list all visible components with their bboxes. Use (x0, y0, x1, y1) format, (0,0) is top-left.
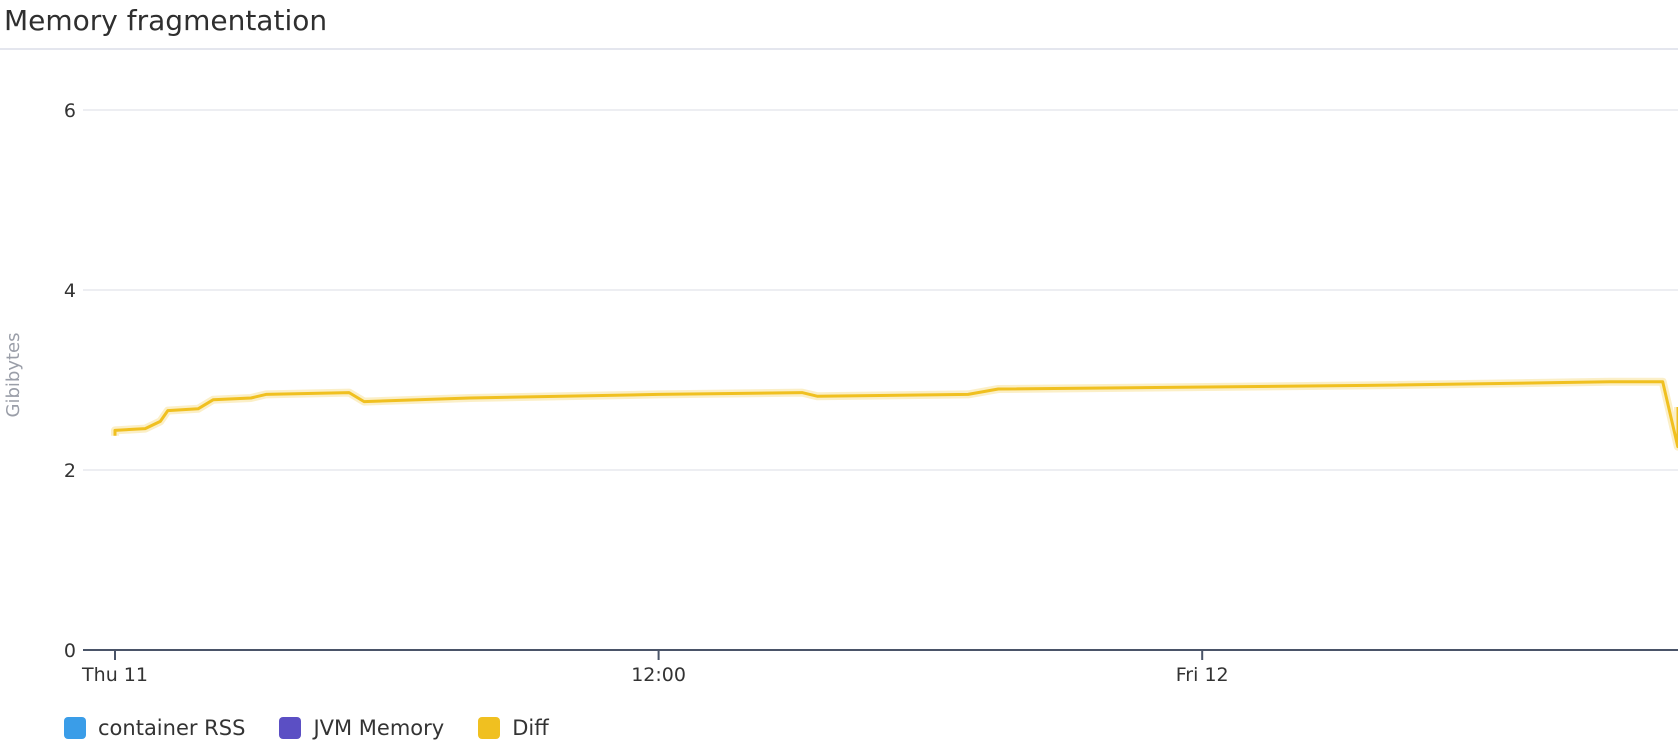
legend-item-jvm-memory[interactable]: JVM Memory (279, 716, 444, 740)
legend-item-container-rss[interactable]: container RSS (64, 716, 245, 740)
panel-header: Memory fragmentation (0, 0, 1678, 50)
legend: container RSS JVM Memory Diff (64, 712, 549, 744)
x-tick-label: 12:00 (631, 664, 686, 686)
legend-swatch-container-rss (64, 717, 86, 739)
legend-label-jvm-memory: JVM Memory (313, 716, 445, 740)
y-tick-label: 2 (64, 460, 76, 482)
x-tick-label: Fri 12 (1176, 664, 1229, 686)
y-tick-label: 6 (64, 100, 76, 122)
legend-label-diff: Diff (512, 716, 549, 740)
legend-swatch-jvm-memory (279, 717, 302, 739)
legend-swatch-diff (478, 717, 501, 739)
y-axis-label: Gibibytes (3, 333, 24, 418)
x-tick-label: Thu 11 (81, 664, 148, 686)
panel-title: Memory fragmentation (4, 4, 328, 37)
series-line-diff (113, 380, 1678, 449)
y-tick-label: 0 (64, 640, 76, 662)
legend-label-container-rss: container RSS (98, 716, 246, 740)
legend-item-diff[interactable]: Diff (478, 716, 549, 740)
y-tick-label: 4 (64, 280, 76, 302)
